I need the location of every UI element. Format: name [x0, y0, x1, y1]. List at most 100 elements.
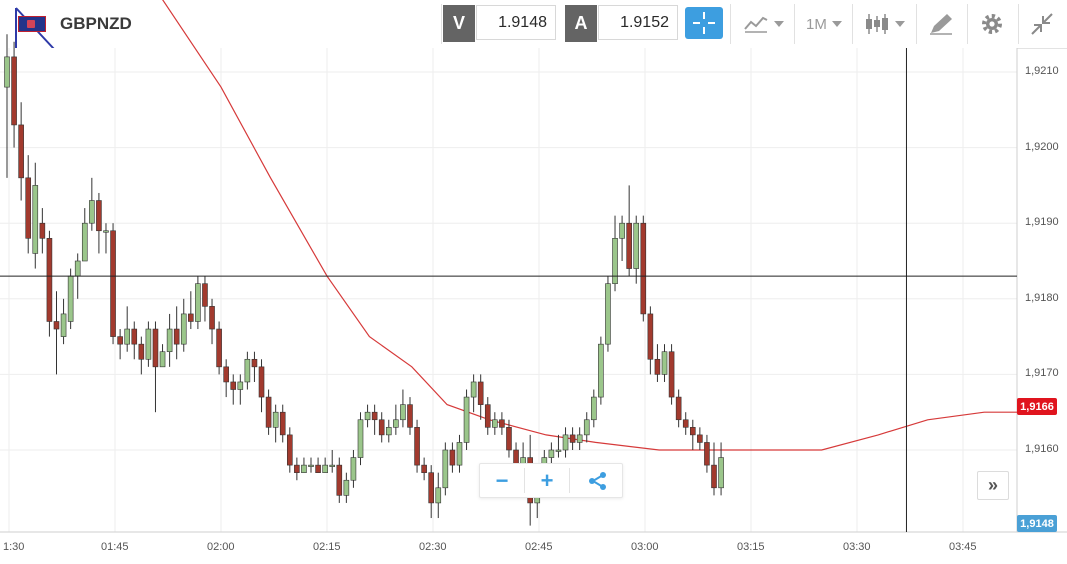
- time-tick-label: 1:30: [3, 541, 25, 553]
- candle-body: [166, 328, 173, 353]
- time-tick-label: 02:00: [207, 541, 235, 553]
- price-tick-label: 1,9170: [1025, 367, 1059, 380]
- candle-body: [4, 56, 10, 88]
- candle-body: [286, 434, 293, 466]
- candle-body: [25, 177, 32, 239]
- candle-body: [336, 464, 343, 496]
- candle-body: [188, 313, 194, 322]
- symbol-name[interactable]: GBPNZD: [60, 14, 132, 33]
- candle-body: [668, 351, 675, 398]
- crosshair-button[interactable]: [685, 7, 723, 39]
- candle-body: [393, 419, 399, 428]
- candle-body: [251, 358, 258, 368]
- candle-body: [548, 449, 555, 458]
- divider: [916, 4, 917, 44]
- candle-body: [562, 434, 569, 451]
- candle-body: [492, 419, 498, 428]
- candle-body: [711, 464, 717, 489]
- candle-body: [308, 464, 314, 467]
- collapse-icon: [1031, 13, 1053, 35]
- divider: [794, 4, 795, 44]
- price-tick-label: 1,9210: [1025, 65, 1059, 77]
- zoom-in-button[interactable]: +: [540, 467, 554, 493]
- candle-body: [159, 351, 166, 368]
- candle-body: [612, 238, 618, 284]
- buy-price[interactable]: 1.9152: [598, 5, 678, 40]
- candle-body: [633, 222, 640, 269]
- candle-body: [661, 351, 668, 375]
- time-tick-label: 03:00: [631, 541, 659, 553]
- candle-body: [202, 283, 208, 307]
- divider: [569, 468, 570, 493]
- candle-body: [301, 464, 307, 473]
- zoom-out-button[interactable]: −: [495, 467, 509, 493]
- gear-icon: [982, 14, 1002, 34]
- share-button[interactable]: [576, 464, 620, 497]
- candle-body: [32, 185, 39, 254]
- flag-icon: [18, 16, 46, 32]
- candle-body: [223, 366, 229, 383]
- candle-body: [96, 200, 102, 232]
- candle-body: [675, 396, 682, 421]
- last-price-tag: 1,9148: [1017, 515, 1057, 532]
- candle-body: [18, 124, 24, 179]
- candle-body: [173, 328, 180, 345]
- price-tick-label: 1,9200: [1025, 140, 1059, 153]
- candle-body: [506, 427, 512, 451]
- time-tick-label: 02:45: [525, 541, 553, 553]
- candle-body: [576, 434, 583, 443]
- time-tick-label: 02:15: [313, 541, 341, 553]
- price-tick-label: 1,9160: [1025, 443, 1059, 455]
- candle-body: [152, 328, 159, 368]
- timeframe-button[interactable]: 1M: [806, 8, 842, 40]
- buy-badge[interactable]: A: [565, 5, 597, 42]
- candle-body: [682, 419, 689, 428]
- indicators-icon: [744, 16, 768, 33]
- candle-body: [180, 313, 187, 345]
- candle-body: [138, 343, 145, 360]
- candle-body: [470, 381, 477, 398]
- candle-body: [697, 434, 703, 443]
- candle-body: [421, 464, 427, 473]
- candle-body: [414, 427, 420, 466]
- time-tick-label: 03:30: [843, 541, 871, 553]
- settings-button[interactable]: [980, 8, 1004, 40]
- candle-body: [272, 411, 279, 428]
- candle-body: [89, 200, 95, 224]
- candle-body: [569, 434, 576, 443]
- scroll-to-latest-button[interactable]: »: [977, 471, 1009, 500]
- candle-body: [11, 56, 17, 126]
- chart-type-button[interactable]: [864, 8, 905, 40]
- divider: [1018, 4, 1019, 44]
- candle-body: [626, 222, 632, 269]
- candle-body: [654, 358, 661, 375]
- chevron-down-icon: [774, 21, 784, 27]
- candle-body: [449, 449, 456, 466]
- candle-body: [704, 442, 710, 466]
- candle-body: [364, 411, 371, 421]
- candle-body: [357, 419, 364, 458]
- candle-body: [463, 396, 470, 443]
- time-tick-label: 02:30: [419, 541, 447, 553]
- candle-body: [442, 449, 449, 489]
- divider: [730, 4, 731, 44]
- divider: [852, 4, 853, 44]
- candle-body: [499, 419, 505, 428]
- candle-body: [117, 336, 123, 345]
- candle-body: [258, 366, 265, 398]
- drawing-tools-button[interactable]: [928, 8, 954, 40]
- sell-badge[interactable]: V: [443, 5, 475, 42]
- candle-body: [195, 283, 201, 322]
- indicators-button[interactable]: [743, 8, 784, 40]
- candle-body: [81, 222, 88, 262]
- candle-body: [216, 328, 222, 368]
- candle-body: [131, 328, 138, 345]
- sell-price[interactable]: 1.9148: [476, 5, 556, 40]
- timeframe-label: 1M: [806, 15, 827, 33]
- crosshair-icon: [693, 12, 715, 34]
- candle-body: [315, 464, 321, 473]
- candle-body: [350, 457, 357, 481]
- candle-body: [435, 487, 442, 504]
- candle-body: [237, 381, 244, 390]
- collapse-button[interactable]: [1030, 8, 1054, 40]
